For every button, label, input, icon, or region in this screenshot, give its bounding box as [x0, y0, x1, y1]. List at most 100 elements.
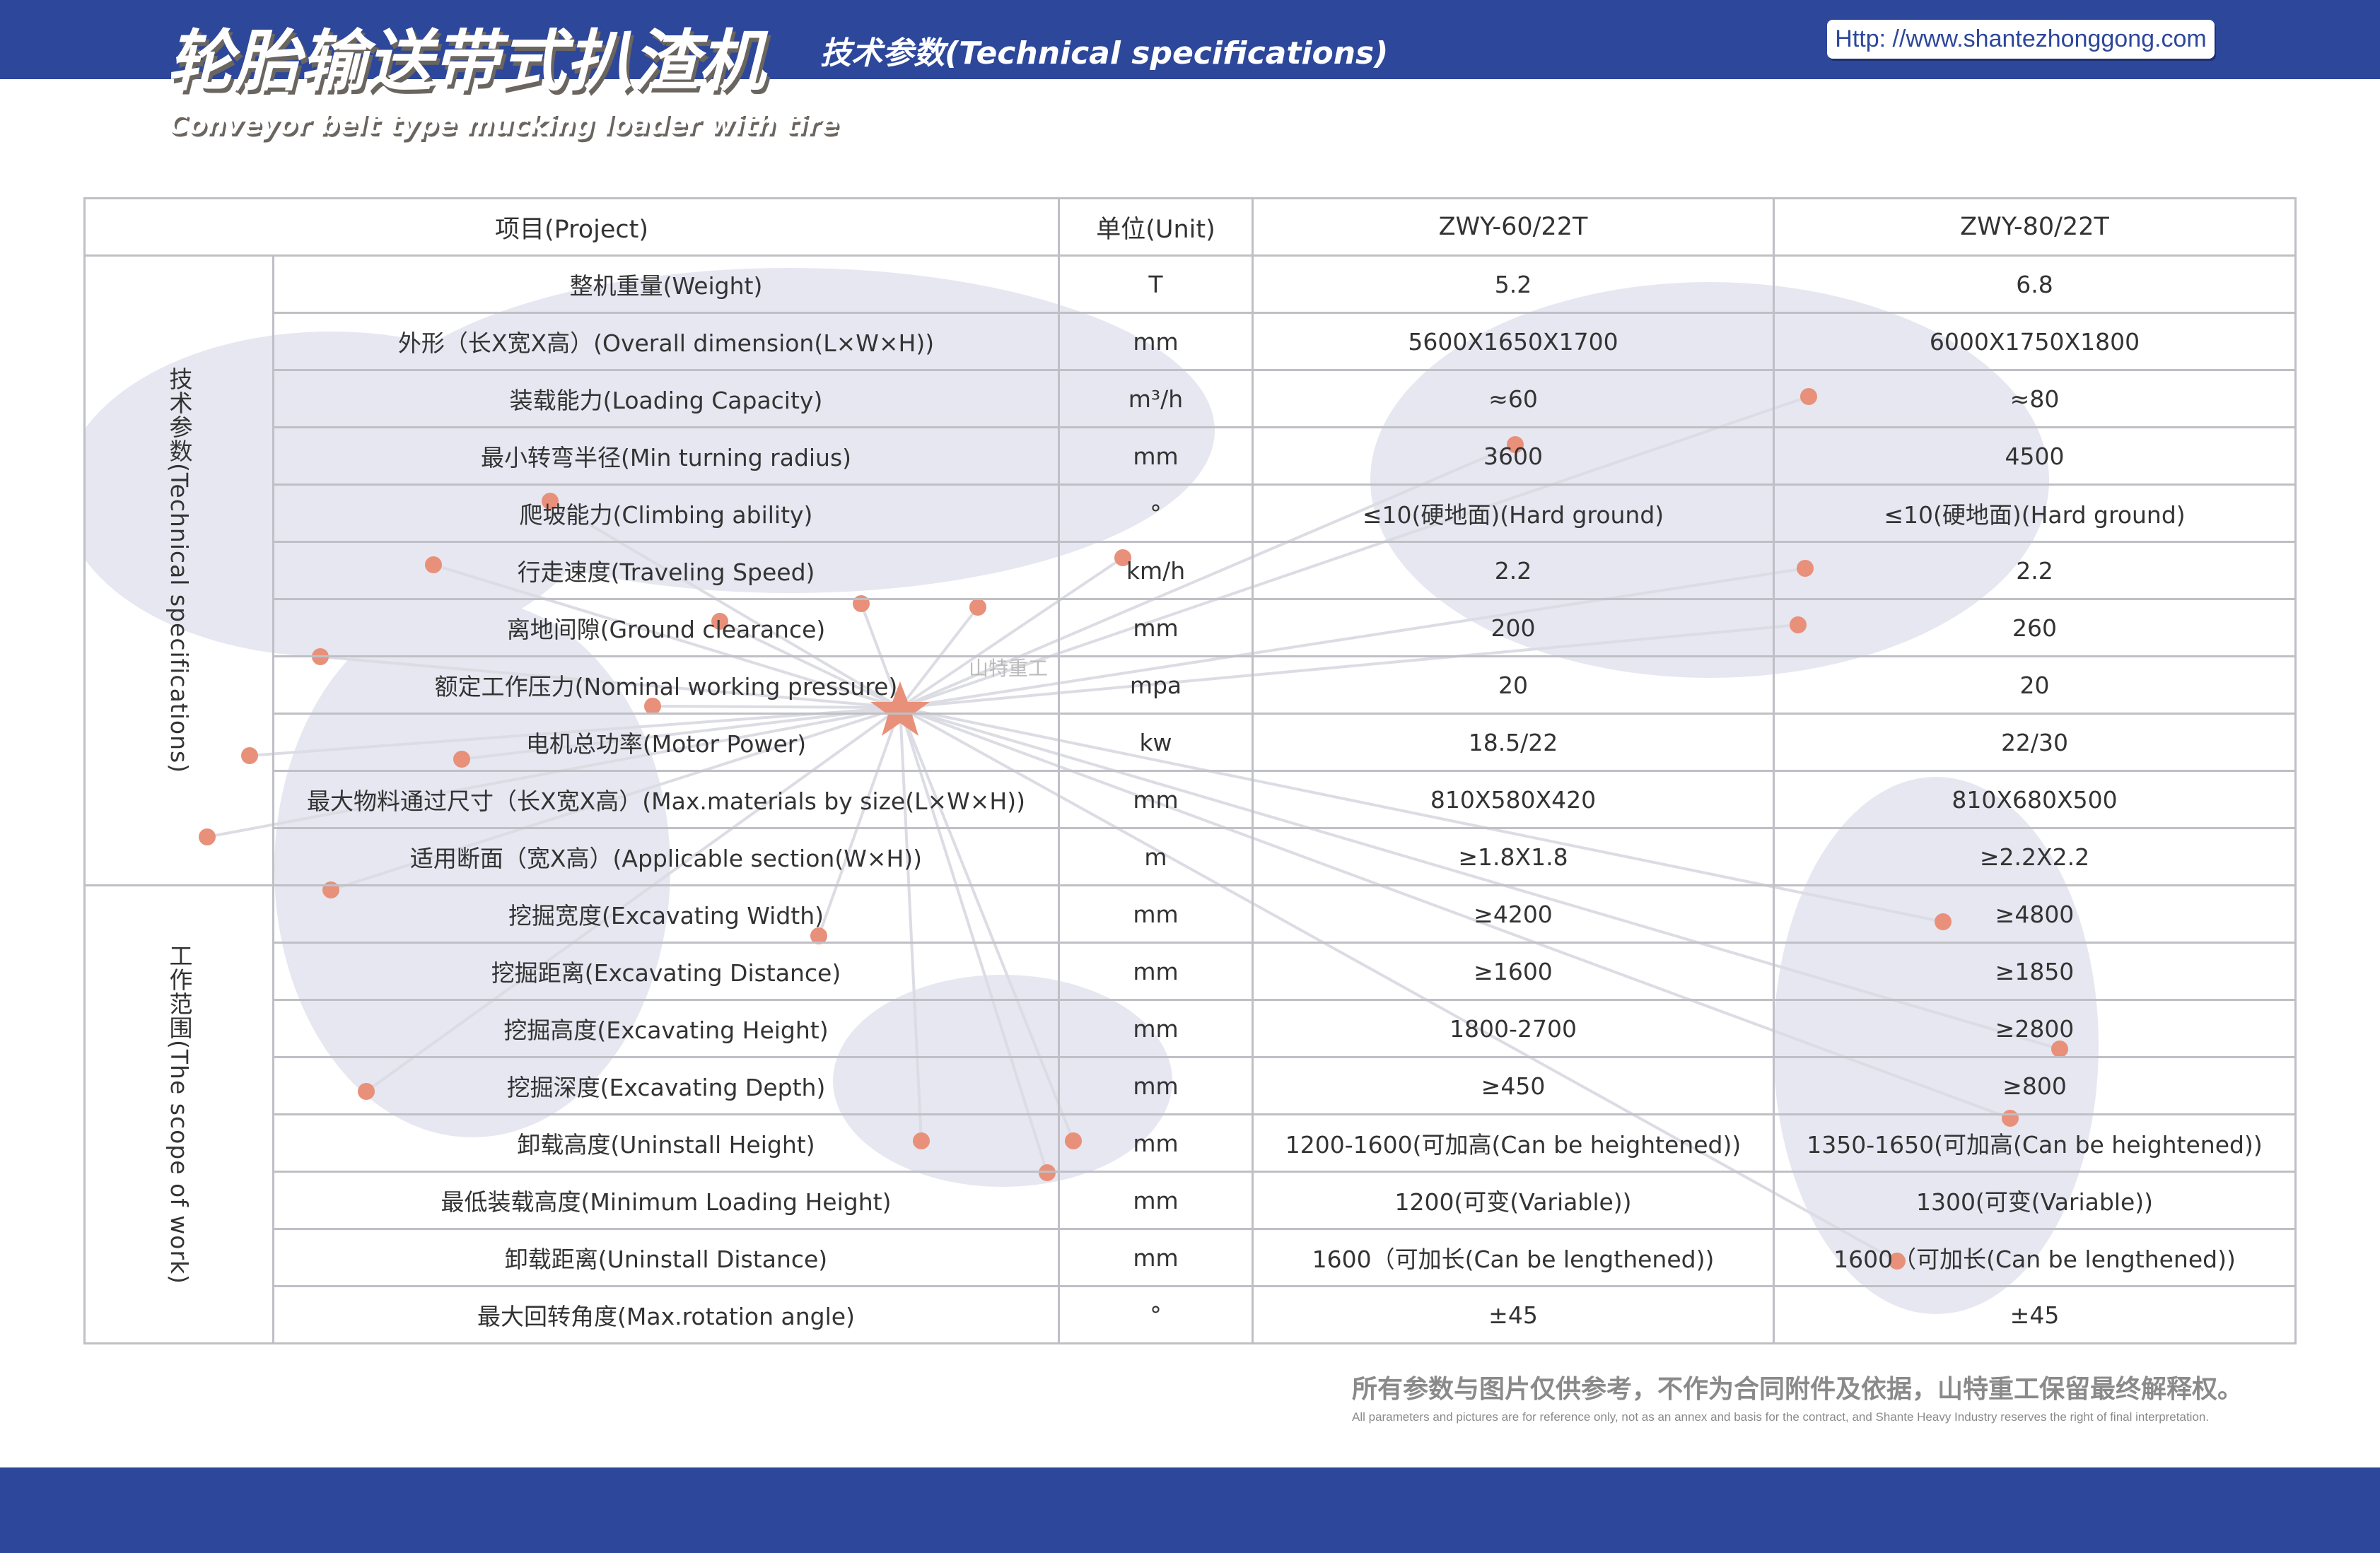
- param-unit: mm: [1058, 999, 1254, 1058]
- value-zwy60: 810X580X420: [1252, 770, 1775, 829]
- value-zwy80: ≥1850: [1773, 942, 2297, 1001]
- param-name: 适用断面（宽X高）(Applicable section(W×H)): [272, 827, 1060, 886]
- param-unit: mm: [1058, 1056, 1254, 1115]
- table-row: 卸载高度(Uninstall Height) mm 1200-1600(可加高(Ca…: [85, 1113, 2297, 1173]
- product-subtitle-en: Conveyor belt type mucking loader with t…: [168, 109, 839, 140]
- table-row: 最小转弯半径(Min turning radius) mm 3600 4500: [85, 426, 2297, 486]
- table-row: 电机总功率(Motor Power) kw 18.5/22 22/30: [85, 713, 2297, 772]
- value-zwy80: 1600（可加长(Can be lengthened)): [1773, 1228, 2297, 1287]
- value-zwy80: 6.8: [1773, 254, 2297, 314]
- value-zwy60: 1200(可变(Variable)): [1252, 1171, 1775, 1230]
- param-name: 挖掘距离(Excavating Distance): [272, 942, 1060, 1001]
- value-zwy80: 1350-1650(可加高(Can be heightened)): [1773, 1113, 2297, 1173]
- value-zwy60: 1800-2700: [1252, 999, 1775, 1058]
- param-unit: mm: [1058, 770, 1254, 829]
- param-name: 卸载高度(Uninstall Height): [272, 1113, 1060, 1173]
- value-zwy60: 20: [1252, 655, 1775, 715]
- param-unit: mm: [1058, 312, 1254, 371]
- value-zwy80: ≥2800: [1773, 999, 2297, 1058]
- footer-band: [0, 1467, 2380, 1553]
- param-name: 最大回转角度(Max.rotation angle): [272, 1285, 1060, 1344]
- table-row: 爬坡能力(Climbing ability) ° ≤10(硬地面)(Hard gro…: [85, 484, 2297, 543]
- value-zwy60: ≈60: [1252, 369, 1775, 428]
- value-zwy80: 260: [1773, 598, 2297, 657]
- param-unit: m: [1058, 827, 1254, 886]
- value-zwy60: 5.2: [1252, 254, 1775, 314]
- header-row: 项目(Project) 单位(Unit) ZWY-60/22T ZWY-80/22T: [83, 197, 2297, 257]
- value-zwy80: ≈80: [1773, 369, 2297, 428]
- section-title: 技术参数(Technical specifications): [820, 35, 1389, 71]
- param-name: 挖掘宽度(Excavating Width): [272, 884, 1060, 944]
- param-unit: mm: [1058, 884, 1254, 944]
- disclaimer-en: All parameters and pictures are for refe…: [1352, 1410, 2210, 1424]
- value-zwy80: ≤10(硬地面)(Hard ground): [1773, 484, 2297, 543]
- value-zwy80: ≥4800: [1773, 884, 2297, 944]
- table-row: 最低装载高度(Minimum Loading Height) mm 1200(可变(…: [85, 1171, 2297, 1230]
- group-label: 技术参数(Technical specifications): [83, 254, 274, 886]
- value-zwy80: 6000X1750X1800: [1773, 312, 2297, 371]
- value-zwy60: ≤10(硬地面)(Hard ground): [1252, 484, 1775, 543]
- value-zwy60: 2.2: [1252, 541, 1775, 600]
- table-row: 最大物料通过尺寸（长X宽X高）(Max.materials by size(L×…: [85, 770, 2297, 829]
- value-zwy60: 18.5/22: [1252, 713, 1775, 772]
- product-title: 轮胎输送带式扒渣机: [167, 23, 766, 100]
- param-name: 电机总功率(Motor Power): [272, 713, 1060, 772]
- table-row: 挖掘高度(Excavating Height) mm 1800-2700 ≥2800: [85, 999, 2297, 1058]
- param-unit: °: [1058, 484, 1254, 543]
- table-row: 最大回转角度(Max.rotation angle) ° ±45 ±45: [85, 1285, 2297, 1344]
- param-name: 离地间隙(Ground clearance): [272, 598, 1060, 657]
- param-unit: m³/h: [1058, 369, 1254, 428]
- spec-table: 项目(Project) 单位(Unit) ZWY-60/22T ZWY-80/22T …: [83, 197, 2297, 1344]
- param-unit: kw: [1058, 713, 1254, 772]
- table-row: 挖掘深度(Excavating Depth) mm ≥450 ≥800: [85, 1056, 2297, 1115]
- param-unit: mm: [1058, 1171, 1254, 1230]
- table-row: 离地间隙(Ground clearance) mm 200 260: [85, 598, 2297, 657]
- value-zwy80: ≥2.2X2.2: [1773, 827, 2297, 886]
- param-name: 额定工作压力(Nominal working pressure): [272, 655, 1060, 715]
- value-zwy60: 200: [1252, 598, 1775, 657]
- param-unit: mm: [1058, 942, 1254, 1001]
- table-row: 挖掘距离(Excavating Distance) mm ≥1600 ≥1850: [85, 942, 2297, 1001]
- value-zwy80: 810X680X500: [1773, 770, 2297, 829]
- param-unit: mm: [1058, 598, 1254, 657]
- value-zwy80: ≥800: [1773, 1056, 2297, 1115]
- value-zwy60: ≥4200: [1252, 884, 1775, 944]
- value-zwy80: 4500: [1773, 426, 2297, 486]
- param-name: 最小转弯半径(Min turning radius): [272, 426, 1060, 486]
- param-name: 挖掘深度(Excavating Depth): [272, 1056, 1060, 1115]
- param-unit: mm: [1058, 426, 1254, 486]
- param-name: 卸载距离(Uninstall Distance): [272, 1228, 1060, 1287]
- value-zwy60: ≥450: [1252, 1056, 1775, 1115]
- param-unit: T: [1058, 254, 1254, 314]
- value-zwy60: 1200-1600(可加高(Can be heightened)): [1252, 1113, 1775, 1173]
- table-row: 技术参数(Technical specifications) 整机重量(Weigh…: [83, 254, 2297, 886]
- table-row: 额定工作压力(Nominal working pressure) mpa 20 20: [85, 655, 2297, 715]
- table-row: 卸载距离(Uninstall Distance) mm 1600（可加长(Can b…: [85, 1228, 2297, 1287]
- param-name: 最低装载高度(Minimum Loading Height): [272, 1171, 1060, 1230]
- table-row: 装载能力(Loading Capacity) m³/h ≈60 ≈80: [85, 369, 2297, 428]
- value-zwy60: 5600X1650X1700: [1252, 312, 1775, 371]
- param-name: 装载能力(Loading Capacity): [272, 369, 1060, 428]
- table-row: 外形（长X宽X高）(Overall dimension(L×W×H)) mm 560…: [85, 312, 2297, 371]
- param-unit: mm: [1058, 1113, 1254, 1173]
- param-name: 外形（长X宽X高）(Overall dimension(L×W×H)): [272, 312, 1060, 371]
- param-name: 挖掘高度(Excavating Height): [272, 999, 1060, 1058]
- column-header: ZWY-60/22T: [1252, 197, 1775, 257]
- website-link[interactable]: Http: //www.shantezhonggong.com: [1827, 20, 2215, 59]
- value-zwy60: ≥1600: [1252, 942, 1775, 1001]
- value-zwy80: ±45: [1773, 1285, 2297, 1344]
- param-unit: mpa: [1058, 655, 1254, 715]
- value-zwy60: 3600: [1252, 426, 1775, 486]
- value-zwy60: ±45: [1252, 1285, 1775, 1344]
- param-name: 爬坡能力(Climbing ability): [272, 484, 1060, 543]
- value-zwy60: ≥1.8X1.8: [1252, 827, 1775, 886]
- value-zwy60: 1600（可加长(Can be lengthened)): [1252, 1228, 1775, 1287]
- column-header: 项目(Project): [83, 197, 1060, 257]
- table-row: 工作范围(The scope of work) 挖掘宽度(Excavating W…: [83, 884, 2297, 1344]
- value-zwy80: 22/30: [1773, 713, 2297, 772]
- param-name: 最大物料通过尺寸（长X宽X高）(Max.materials by size(L×…: [272, 770, 1060, 829]
- column-header: 单位(Unit): [1058, 197, 1254, 257]
- table-row: 适用断面（宽X高）(Applicable section(W×H)) m ≥1.8X…: [85, 827, 2297, 886]
- param-unit: mm: [1058, 1228, 1254, 1287]
- value-zwy80: 1300(可变(Variable)): [1773, 1171, 2297, 1230]
